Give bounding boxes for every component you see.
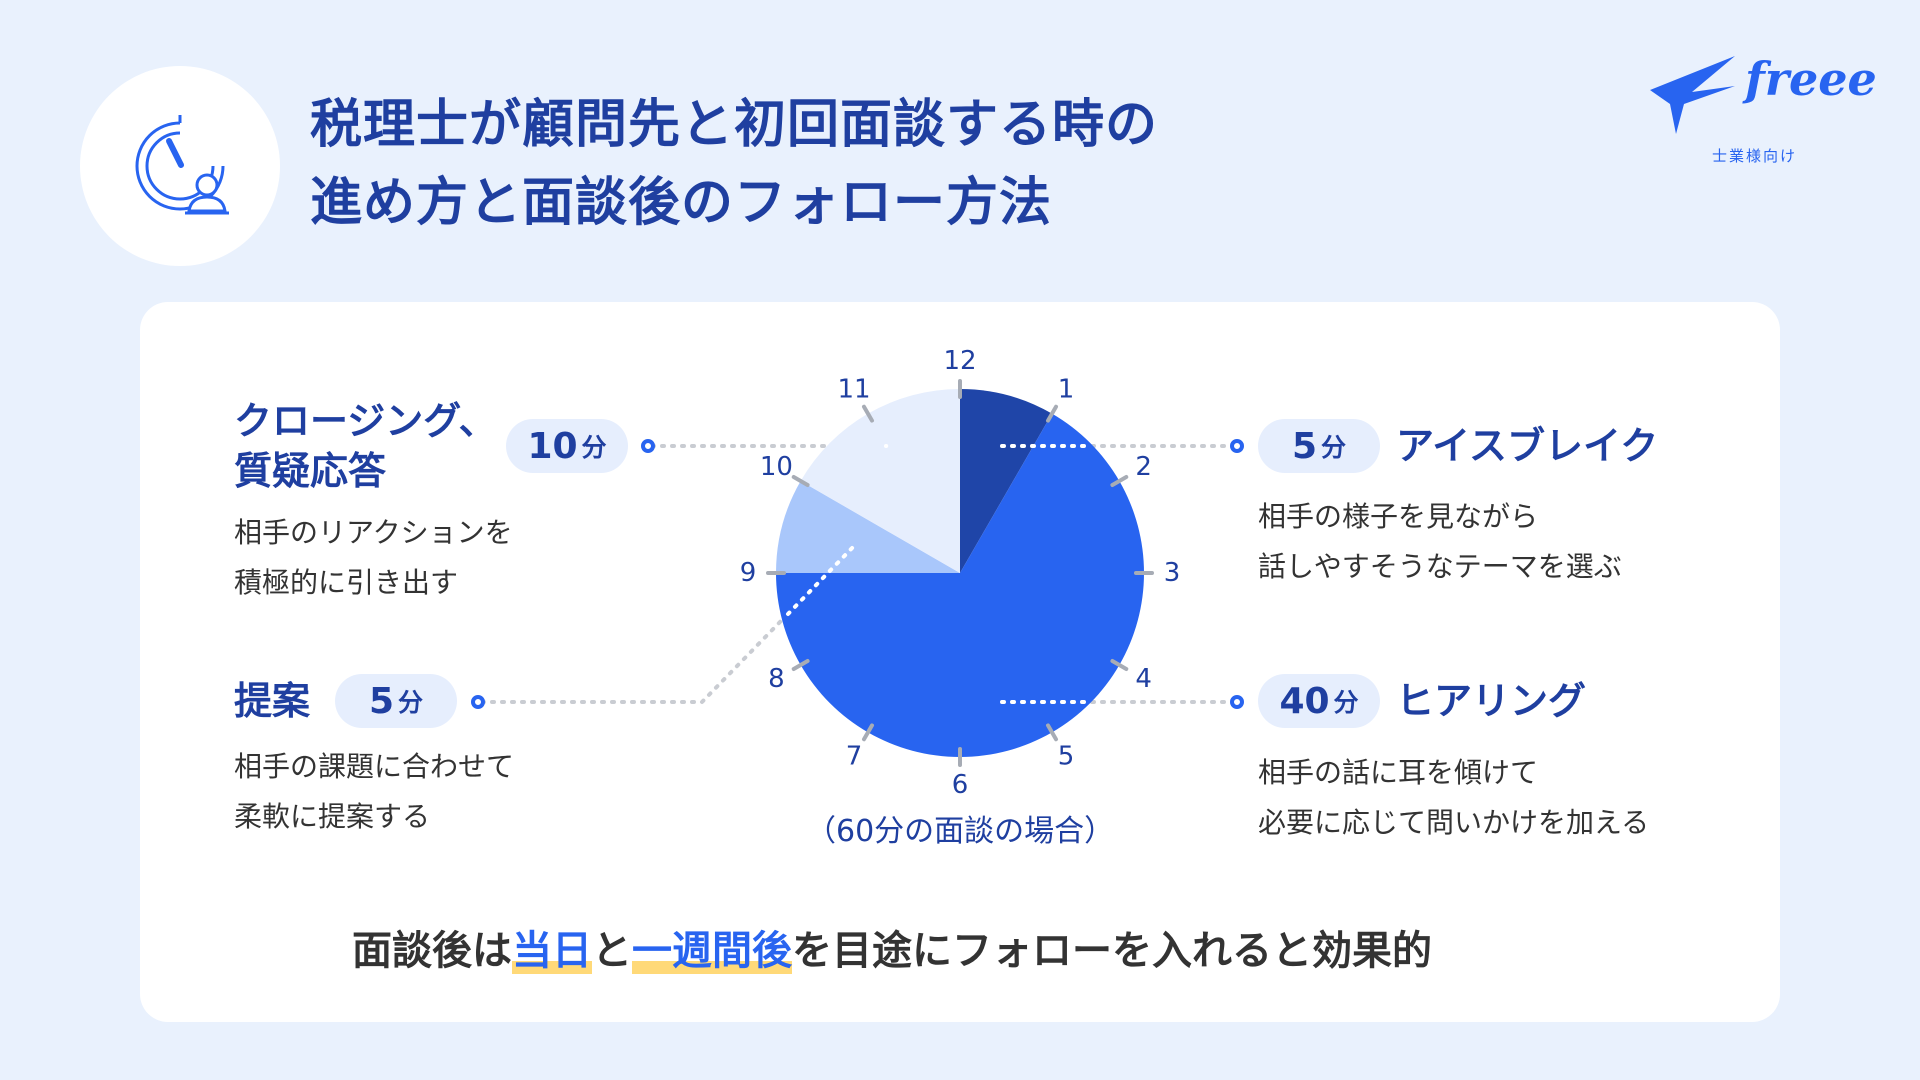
closing-description: 相手のリアクションを 積極的に引き出す: [234, 508, 513, 608]
clock-tick-10: [791, 475, 810, 487]
clock-tick-7: [862, 723, 874, 742]
proposal-title: 提案: [234, 679, 311, 723]
icebreak-desc-line-1: 相手の様子を見ながら: [1258, 500, 1539, 533]
connector-proposal: [480, 543, 857, 704]
proposal-minutes: 5: [368, 680, 395, 722]
clock-number-8: 8: [768, 664, 785, 694]
icebreak-description: 相手の様子を見ながら 話しやすそうなテーマを選ぶ: [1258, 492, 1622, 592]
icebreak-minutes: 5: [1291, 425, 1318, 467]
clock-number-4: 4: [1135, 664, 1152, 694]
icebreak-title: アイスブレイク: [1396, 424, 1659, 468]
clock-number-7: 7: [846, 742, 863, 772]
bottom-message: 面談後は当日と一週間後を目途にフォローを入れると効果的: [352, 918, 1432, 976]
hearing-description: 相手の話に耳を傾けて 必要に応じて問いかけを加える: [1258, 748, 1649, 848]
highlight-same-day: 当日: [512, 928, 592, 974]
page-title: 税理士が顧問先と初回面談する時の 進め方と面談後のフォロー方法: [310, 86, 1158, 242]
icebreak-dot: [1230, 439, 1244, 453]
closing-title-line-2: 質疑応答: [234, 449, 387, 493]
pie-slice-2: [776, 481, 960, 573]
clock-ticks: [766, 379, 1154, 767]
bottom-message-part-1: 面談後は: [352, 928, 512, 974]
proposal-desc-line-2: 柔軟に提案する: [234, 800, 431, 833]
highlight-one-week: 一週間後: [632, 928, 792, 974]
proposal-description: 相手の課題に合わせて 柔軟に提案する: [234, 742, 514, 842]
bottom-message-part-3: を目途にフォローを入れると効果的: [792, 928, 1432, 974]
closing-unit: 分: [581, 433, 607, 462]
hearing-minutes: 40: [1279, 680, 1330, 722]
clock-tick-11: [862, 404, 874, 423]
clock-number-10: 10: [760, 452, 793, 482]
hearing-duration-pill: 40 分: [1258, 674, 1380, 728]
pie-slices: [776, 389, 1144, 757]
freee-logo: freee 士業様向け: [1640, 52, 1877, 172]
closing-desc-line-2: 積極的に引き出す: [234, 566, 459, 599]
hearing-title: ヒアリング: [1396, 679, 1587, 723]
hearing-desc-line-2: 必要に応じて問いかけを加える: [1258, 806, 1650, 839]
icebreak-desc-line-2: 話しやすそうなテーマを選ぶ: [1258, 550, 1622, 583]
title-line-2: 進め方と面談後のフォロー方法: [310, 173, 1053, 233]
meeting-timer-icon: [135, 115, 229, 215]
connector-lines-over: [786, 444, 1088, 704]
hearing-unit: 分: [1333, 688, 1359, 717]
clock-number-5: 5: [1058, 742, 1075, 772]
icebreak-unit: 分: [1321, 433, 1347, 462]
clock-number-6: 6: [952, 770, 969, 800]
proposal-unit: 分: [398, 688, 424, 717]
closing-minutes: 10: [527, 425, 578, 467]
clock-number-2: 2: [1135, 452, 1152, 482]
clock-number-9: 9: [740, 558, 757, 588]
pie-slice-1: [776, 413, 1144, 757]
pie-slice-0: [960, 389, 1052, 573]
content-card: 12 1 2 3 4 5 6 7 8 9 10 11 クロージング、 質疑応答 10 分 相手のリアクシ…: [140, 302, 1780, 1022]
clock-tick-2: [1110, 475, 1129, 487]
closing-desc-line-1: 相手のリアクションを: [234, 516, 513, 549]
clock-tick-5: [1046, 723, 1058, 742]
chart-caption: （60分の面談の場合）: [806, 814, 1115, 849]
clock-number-1: 1: [1058, 374, 1075, 404]
clock-tick-8: [791, 659, 810, 671]
proposal-dot: [471, 695, 485, 709]
proposal-desc-line-1: 相手の課題に合わせて: [234, 750, 515, 783]
clock-tick-1: [1046, 404, 1058, 423]
logo-text: freee: [1745, 52, 1877, 106]
closing-duration-pill: 10 分: [506, 419, 628, 473]
closing-title-line-1: クロージング、: [234, 399, 497, 443]
swallow-icon: [1650, 56, 1735, 134]
logo-subtitle: 士業様向け: [1712, 147, 1798, 165]
header-icon-badge: [80, 66, 280, 266]
pie-slice-3: [800, 389, 960, 573]
clock-number-12: 12: [943, 346, 976, 376]
title-line-1: 税理士が顧問先と初回面談する時の: [310, 95, 1159, 155]
clock-number-11: 11: [837, 374, 870, 404]
connector-proposal-inner: [786, 543, 857, 616]
hearing-desc-line-1: 相手の話に耳を傾けて: [1258, 756, 1539, 789]
clock-tick-4: [1110, 659, 1129, 671]
clock-number-3: 3: [1164, 558, 1181, 588]
bottom-message-part-2: と: [592, 928, 632, 974]
closing-dot: [641, 439, 655, 453]
closing-title: クロージング、 質疑応答: [234, 396, 497, 496]
hearing-dot: [1230, 695, 1244, 709]
